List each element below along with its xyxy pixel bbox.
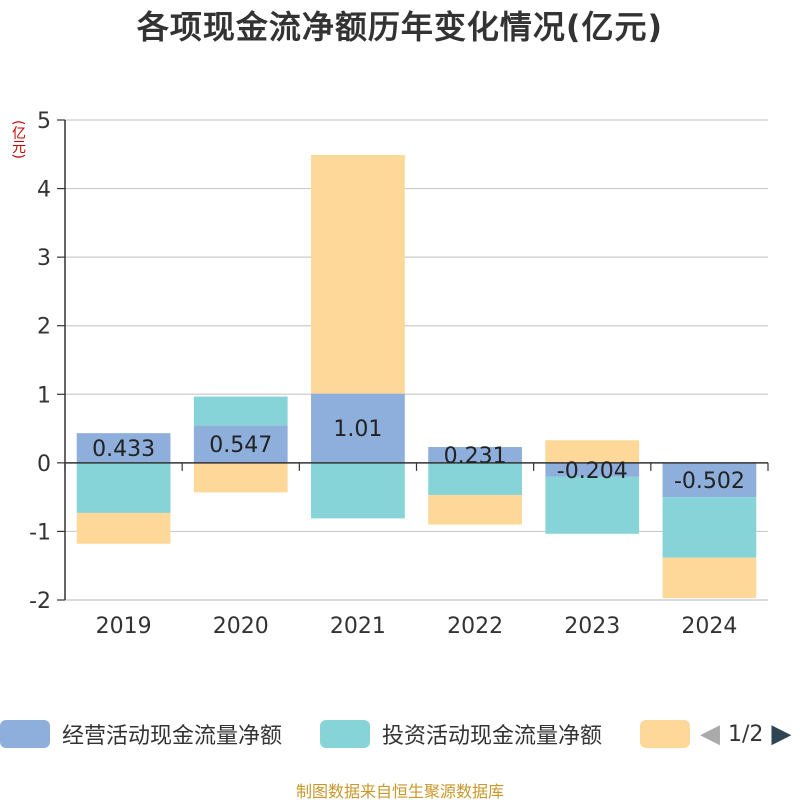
legend-label: 投资活动现金流量净额 [382, 724, 603, 749]
bar-1-2024 [662, 462, 757, 498]
pager-prev-icon[interactable]: ◀ [700, 719, 720, 749]
x-tick-label: 2021 [330, 614, 386, 639]
bar-2-2019 [76, 462, 171, 513]
y-tick-label: 4 [37, 178, 51, 203]
bar-1-2020 [193, 425, 288, 463]
legend-swatch [640, 720, 690, 748]
bar-1-2022 [428, 447, 522, 463]
bar-3-2024 [662, 557, 757, 599]
bars [76, 154, 757, 599]
y-tick-label: -2 [29, 589, 51, 614]
y-tick-label: 1 [37, 383, 51, 408]
data-label: -0.204 [557, 459, 628, 484]
x-tick-label: 2024 [681, 614, 737, 639]
pager-page-text: 1/2 [728, 721, 764, 747]
bar-3-2020 [193, 462, 288, 493]
bar-3-2019 [76, 512, 171, 544]
bar-1-2021 [311, 393, 405, 463]
source-note: 制图数据来自恒生聚源数据库 [295, 782, 504, 801]
x-tick-label: 2022 [447, 614, 503, 639]
axes: -2 -1 0 1 2 3 4 5 2019 2020 2021 2022 2023 2024 [29, 109, 769, 639]
y-axis-unit: (亿元) [10, 120, 26, 159]
x-tick-label: 2023 [564, 614, 620, 639]
data-label: 0.433 [92, 437, 155, 462]
data-label: -0.502 [674, 469, 745, 494]
bar-1-2019 [76, 433, 171, 463]
x-tick-label: 2020 [213, 614, 269, 639]
bar-2-2023 [545, 476, 640, 534]
bar-3-2022 [428, 495, 522, 525]
bar-2-2022 [428, 462, 522, 496]
data-labels: 0.433 0.547 1.01 0.231 -0.204 -0.502 [92, 417, 745, 494]
bar-3-2023 [545, 440, 640, 463]
x-tick-label: 2019 [96, 614, 152, 639]
bar-2-2024 [662, 497, 757, 558]
legend-label: 经营活动现金流量净额 [62, 724, 283, 749]
legend: 经营活动现金流量净额 投资活动现金流量净额 [0, 714, 800, 754]
data-label: 0.231 [444, 444, 507, 469]
bar-2-2021 [311, 462, 405, 519]
legend-item-operating[interactable]: 经营活动现金流量净额 [0, 714, 282, 754]
y-tick-label: 3 [37, 246, 51, 271]
pager-next-icon[interactable]: ▶ [771, 719, 792, 749]
data-label: 0.547 [209, 433, 272, 458]
legend-item-investing[interactable]: 投资活动现金流量净额 [320, 714, 602, 754]
y-tick-label: 0 [37, 452, 51, 477]
y-tick-label: 5 [37, 109, 51, 134]
legend-item-financing[interactable] [640, 714, 702, 754]
bar-1-2023 [545, 462, 640, 477]
legend-pager: ◀ 1/2 ▶ [700, 714, 791, 754]
bar-3-2021 [311, 154, 405, 394]
bar-chart: -2 -1 0 1 2 3 4 5 2019 2020 2021 2022 2023 2024 0.433… [29, 109, 769, 639]
y-tick-label: 2 [37, 315, 51, 340]
legend-swatch [320, 720, 370, 748]
legend-swatch [0, 720, 50, 748]
chart-title: 各项现金流净额历年变化情况(亿元) [136, 8, 664, 46]
bar-2-2020 [193, 396, 288, 426]
y-tick-label: -1 [29, 520, 51, 545]
data-label: 1.01 [333, 417, 382, 442]
